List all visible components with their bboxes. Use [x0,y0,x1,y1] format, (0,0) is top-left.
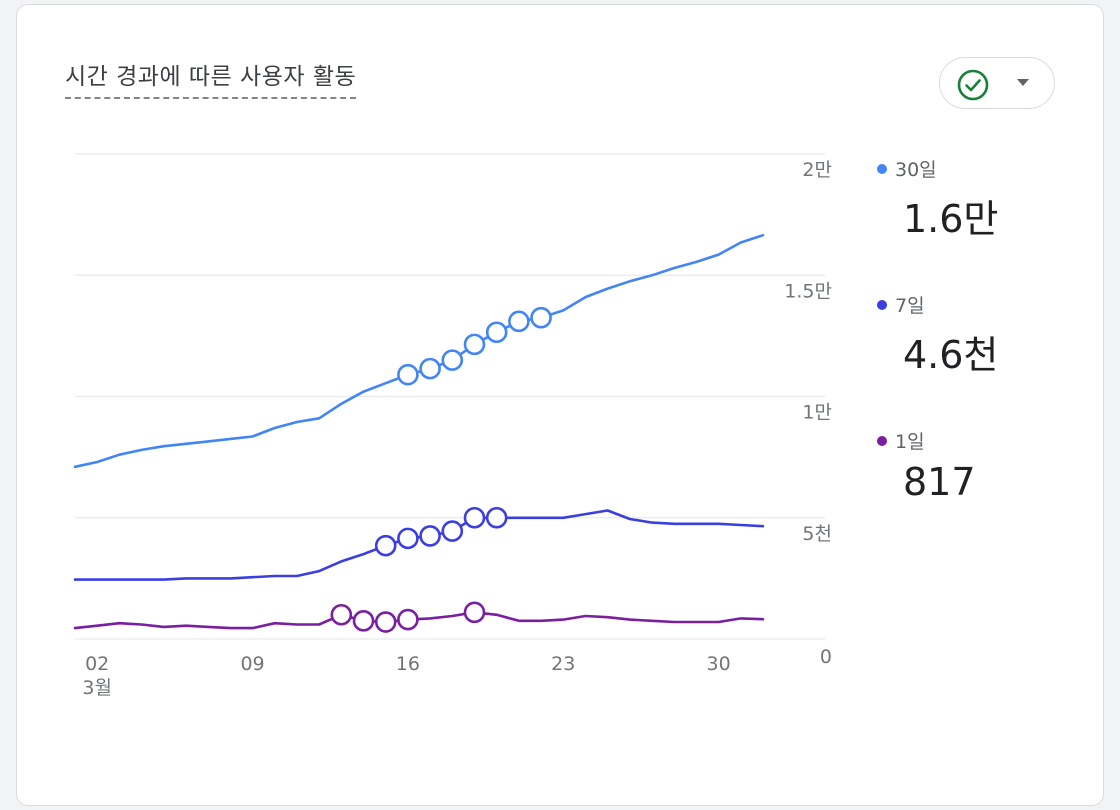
series-point-marker [463,601,486,624]
series-point-marker [374,611,397,633]
series-point-marker [419,525,441,547]
legend-value-30day: 1.6만 [903,197,999,241]
y-tick-label: 2만 [802,159,832,181]
series-point-marker [397,527,419,550]
series-point-marker [397,363,419,386]
x-tick-label: 23 [551,653,575,675]
series-point-marker [463,333,486,356]
y-tick-label: 1.5만 [784,280,832,302]
x-tick-label: 30 [707,653,731,675]
series-point-marker [419,357,441,380]
y-tick-label: 5천 [802,523,832,545]
legend-label-1day: 1일 [895,431,925,453]
legend-dot-1day [877,436,887,446]
legend-label-7day: 7일 [895,295,925,317]
x-tick-month-label: 3월 [82,677,112,699]
series-point-marker [352,610,375,632]
y-tick-label: 1만 [802,402,832,424]
x-tick-label: 09 [240,653,264,675]
series-point-marker [397,608,419,631]
legend-value-7day: 4.6천 [903,333,999,377]
series-point-marker [374,534,397,557]
legend-value-1day: 817 [903,460,976,504]
legend-item-1day: 1일 817 [877,427,976,504]
legend-item-7day: 7일 4.6천 [877,291,998,379]
legend-dot-7day [877,300,887,310]
series-point-marker [485,506,508,529]
x-tick-label: 16 [396,653,420,675]
series-point-marker [530,306,552,329]
series-point-marker [441,349,464,371]
caret-down-icon [1017,79,1029,86]
card-title[interactable]: 시간 경과에 따른 사용자 활동 [65,57,357,99]
series-line-2 [73,611,765,630]
series-point-marker [330,603,353,626]
x-tick-label: 02 [85,653,109,675]
series-line-1 [73,509,765,581]
series-point-marker [508,310,530,333]
check-circle-icon [957,69,989,101]
comparison-dropdown-button[interactable] [939,57,1055,109]
series-point-marker [441,520,464,542]
user-activity-card: 시간 경과에 따른 사용자 활동 0 5천 1만 1.5만 2만 02 3월 09 16 23 30… [16,4,1104,806]
series-point-marker [485,321,508,344]
series-point-marker [463,506,486,529]
legend-label-30day: 30일 [895,159,937,181]
y-tick-label: 0 [820,646,832,668]
legend-dot-30day [877,164,887,174]
legend-item-30day: 30일 1.6만 [877,155,998,243]
series-line-0 [73,233,765,469]
